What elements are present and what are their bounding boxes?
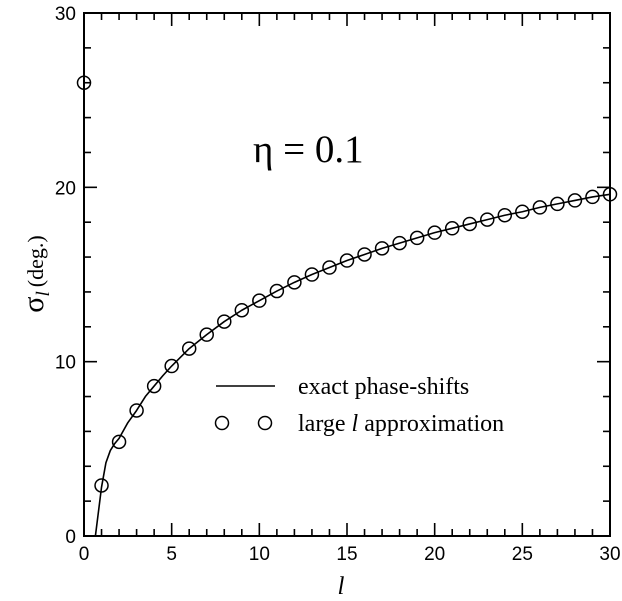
y-axis-unit: (deg.) <box>23 235 48 287</box>
approximation-marker <box>252 293 267 308</box>
legend: exact phase-shifts large l approximation <box>214 374 504 437</box>
legend-marker-label-post: approximation <box>364 411 504 437</box>
approximation-marker <box>269 283 285 299</box>
approximation-marker <box>181 341 197 356</box>
x-tick-label: 10 <box>249 544 270 565</box>
eta-annotation: η = 0.1 <box>253 128 364 171</box>
approximation-marker <box>199 327 214 342</box>
approximation-marker <box>111 434 127 450</box>
legend-marker-label: large l approximation <box>298 411 504 437</box>
y-axis-subscript: l <box>33 291 54 296</box>
approximation-marker <box>532 200 548 215</box>
x-tick-label: 25 <box>512 544 533 565</box>
y-tick-label: 10 <box>55 353 76 374</box>
x-tick-label: 5 <box>166 544 177 565</box>
approximation-marker <box>585 189 600 205</box>
approximation-marker <box>234 302 250 318</box>
approximation-marker <box>129 403 144 418</box>
approximation-marker <box>444 221 460 236</box>
legend-line-label: exact phase-shifts <box>298 374 469 400</box>
legend-marker-label-var: l <box>352 411 359 437</box>
y-axis-label: σl (deg.) <box>17 235 54 312</box>
approximation-marker <box>497 207 513 223</box>
axis-ticks <box>83 12 611 537</box>
legend-marker-swatch <box>214 415 230 431</box>
approximation-marker <box>602 187 618 202</box>
approximation-marker <box>146 378 162 394</box>
approximation-marker <box>357 247 372 262</box>
approximation-marker <box>287 275 302 290</box>
y-tick-label: 30 <box>55 4 76 25</box>
y-axis-symbol: σ <box>17 297 50 313</box>
approximation-marker <box>480 212 495 227</box>
legend-marker-label-pre: large <box>298 411 346 437</box>
approximation-marker <box>409 230 425 246</box>
approximation-marker <box>462 216 477 232</box>
approximation-marker <box>94 478 109 493</box>
approximation-marker <box>567 193 583 208</box>
legend-marker-swatch <box>257 415 273 431</box>
series-layer <box>76 75 618 537</box>
approximation-marker <box>515 204 530 219</box>
approximation-marker <box>550 196 565 212</box>
approximation-marker <box>164 358 179 374</box>
x-axis-label: l <box>338 573 345 600</box>
approximation-marker <box>339 253 355 268</box>
x-tick-label: 15 <box>336 544 357 565</box>
y-tick-label: 20 <box>55 178 76 199</box>
approximation-marker <box>217 314 232 329</box>
plot-frame <box>83 12 611 537</box>
approximation-marker <box>76 75 92 90</box>
x-tick-labels: 0 5 10 15 20 25 30 <box>79 544 621 565</box>
y-tick-label: 0 <box>65 527 76 548</box>
approximation-marker <box>427 225 442 240</box>
x-tick-label: 0 <box>79 544 90 565</box>
x-tick-label: 20 <box>424 544 445 565</box>
y-tick-labels: 0 10 20 30 <box>55 4 76 548</box>
approximation-marker <box>304 267 320 282</box>
approximation-marker <box>392 235 407 251</box>
x-tick-label: 30 <box>599 544 620 565</box>
exact-phase-shift-line <box>94 193 611 537</box>
approximation-marker <box>322 260 337 275</box>
approximation-marker <box>374 241 390 256</box>
